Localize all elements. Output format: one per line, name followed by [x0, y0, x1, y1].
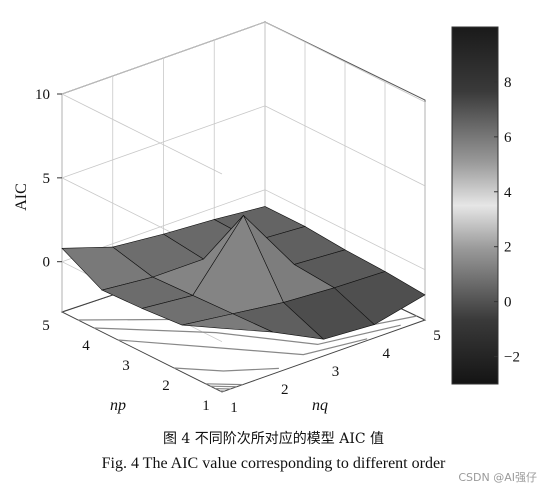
colorbar-tick-label: 4	[504, 185, 512, 201]
watermark: CSDN @AI强仔	[458, 469, 537, 485]
np-tick-label: 5	[42, 318, 50, 334]
np-tick-label: 1	[202, 398, 210, 414]
floor-contour	[206, 384, 243, 385]
nq-tick-label: 4	[383, 346, 391, 362]
z-axis-ticks: 0 5 10	[35, 87, 62, 271]
np-tick-label: 2	[162, 378, 170, 394]
floor-contour	[174, 368, 279, 371]
colorbar-tick-label: 2	[504, 240, 512, 256]
grid-line	[62, 94, 222, 174]
nq-axis-ticks: 1 2 3 4 5	[230, 328, 441, 416]
np-axis-label: np	[110, 397, 126, 414]
np-tick-label: 3	[122, 358, 130, 374]
colorbar-tick-label: −2	[504, 350, 520, 366]
colorbar-tick-label: 8	[504, 75, 512, 91]
z-tick-label: 5	[43, 171, 51, 187]
nq-axis-label: nq	[312, 397, 328, 414]
colorbar-tick-label: 6	[504, 130, 512, 146]
colorbar	[452, 27, 498, 384]
axes-box	[62, 22, 425, 392]
caption-chinese: 图 4 不同阶次所对应的模型 AIC 值	[0, 428, 547, 448]
np-axis-ticks: 1 2 3 4 5	[42, 318, 210, 414]
z-tick-label: 10	[35, 87, 50, 103]
nq-tick-label: 3	[332, 364, 340, 380]
nq-tick-label: 1	[230, 400, 238, 416]
nq-tick-label: 5	[433, 328, 441, 344]
z-axis-label: AIC	[13, 183, 30, 211]
np-tick-label: 4	[82, 338, 90, 354]
colorbar-tick-label: 0	[504, 295, 512, 311]
nq-tick-label: 2	[281, 382, 289, 398]
floor-contour	[210, 386, 236, 387]
z-tick-label: 0	[43, 255, 51, 271]
